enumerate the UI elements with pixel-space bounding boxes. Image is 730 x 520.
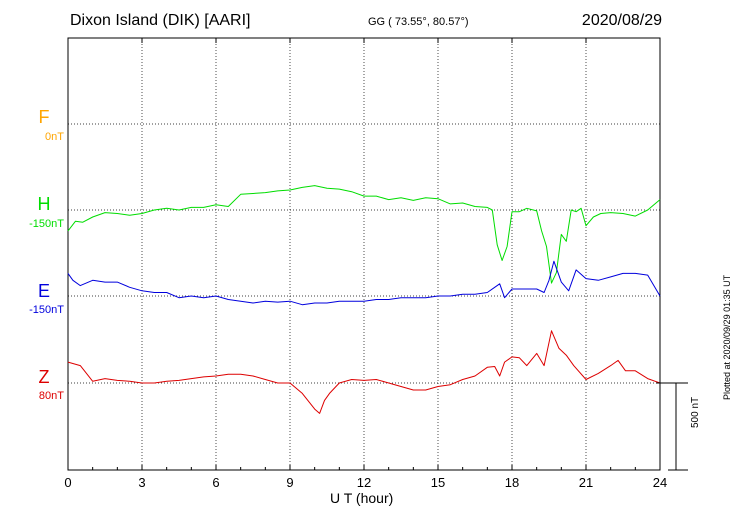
channel-f-offset: 0nT (45, 131, 64, 143)
x-tick-label: 6 (212, 475, 219, 490)
channel-e-name: E (37, 281, 50, 301)
x-tick-label: 21 (579, 475, 593, 490)
x-tick-label: 15 (431, 475, 445, 490)
x-tick-label: 0 (64, 475, 71, 490)
grid-lines (68, 38, 660, 470)
channel-f-name: F (38, 107, 50, 127)
channel-z-offset: 80nT (38, 390, 64, 402)
channel-z-name: Z (38, 367, 50, 387)
series-layer (67, 185, 661, 414)
x-tick-label: 24 (653, 475, 667, 490)
series-line-z (67, 330, 661, 414)
channel-e-offset: -150nT (29, 304, 64, 316)
geomagnetic-coordinates: GG ( 73.55°, 80.57°) (368, 16, 469, 28)
plotted-timestamp: Plotted at 2020/09/29 01:35 UT (722, 274, 730, 400)
x-axis-ticks: 0 3 6 9 12 15 18 21 24 (64, 38, 667, 490)
x-tick-label: 3 (138, 475, 145, 490)
channel-h-name: H (37, 194, 51, 214)
x-tick-label: 18 (505, 475, 519, 490)
scale-bar-label: 500 nT (690, 396, 701, 428)
x-tick-label: 12 (357, 475, 371, 490)
series-line-e (67, 260, 661, 306)
x-tick-label: 9 (286, 475, 293, 490)
station-title: Dixon Island (DIK) [AARI] (70, 12, 251, 29)
x-axis-label: U T (hour) (330, 490, 394, 506)
scale-bar (656, 382, 688, 471)
series-line-h (67, 185, 661, 284)
channel-h-offset: -150nT (29, 218, 64, 230)
plot-date: 2020/08/29 (581, 12, 662, 29)
